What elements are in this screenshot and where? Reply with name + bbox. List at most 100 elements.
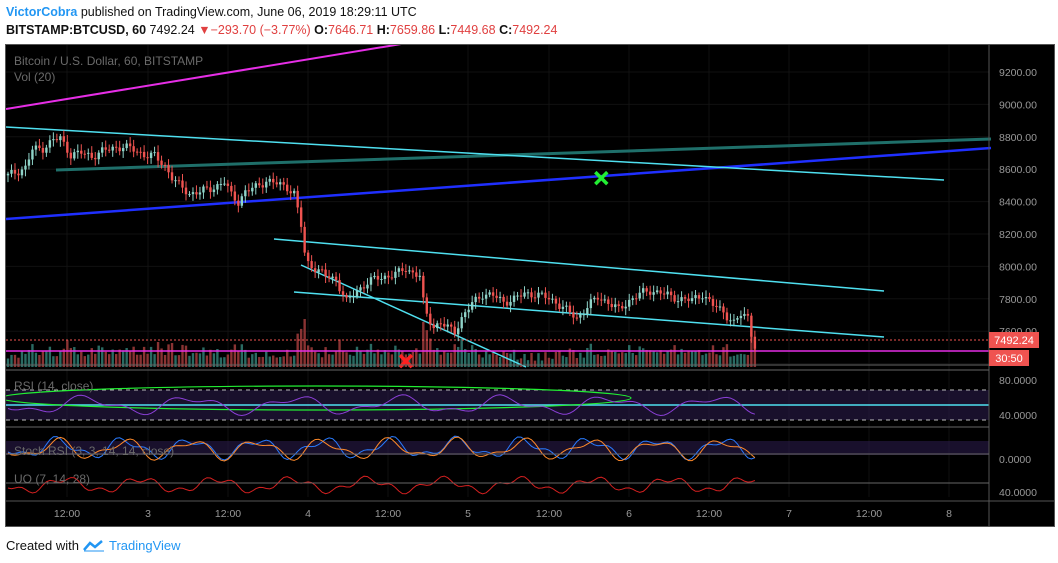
volume-bar	[690, 350, 694, 367]
candle-body	[725, 312, 729, 321]
candle-body	[593, 297, 596, 300]
volume-bar	[683, 352, 687, 367]
y-tick-label: 8800.00	[999, 132, 1037, 144]
volume-bar	[163, 354, 167, 367]
candle-body	[355, 290, 359, 297]
blue-trendline[interactable]	[5, 146, 992, 221]
author-name[interactable]: VictorCobra	[6, 5, 78, 19]
candle-body	[655, 290, 659, 293]
candle-body	[80, 150, 83, 154]
volume-bar	[34, 352, 38, 367]
volume-bar	[289, 356, 292, 367]
candle-body	[397, 268, 401, 272]
candle-body	[411, 270, 415, 273]
candle-body	[572, 312, 575, 318]
volume-bar	[149, 346, 153, 367]
chart-frame[interactable]: 9200.00 9000.00 8800.00 8600.00 8400.00 8200.…	[0, 34, 1055, 527]
volume-bar	[481, 357, 484, 367]
candle-body	[27, 159, 31, 166]
candle-body	[362, 287, 366, 289]
volume-bar	[648, 350, 652, 367]
volume-bar	[170, 342, 174, 367]
volume-bar	[579, 352, 582, 367]
volume-bar	[736, 354, 739, 367]
volume-bar	[114, 354, 118, 367]
candle-body	[373, 275, 376, 278]
candle-body	[607, 299, 610, 304]
volume-bar	[586, 347, 589, 367]
candle-body	[673, 295, 676, 302]
candle-body	[324, 269, 327, 277]
candle-body	[439, 323, 442, 325]
candle-body	[34, 145, 38, 150]
candle-body	[341, 291, 345, 295]
tradingview-brand[interactable]: TradingView	[108, 538, 181, 553]
cyan-channel-bottom[interactable]	[293, 291, 885, 338]
candle-body	[202, 186, 205, 193]
candle-body	[736, 318, 739, 320]
chart-svg[interactable]: 9200.00 9000.00 8800.00 8600.00 8400.00 8200.…	[0, 34, 1054, 526]
volume-bar	[181, 344, 184, 367]
volume-bar	[101, 347, 104, 367]
candle-body	[76, 150, 79, 153]
candle-body	[111, 146, 114, 151]
candle-body	[512, 295, 516, 302]
volume-bar	[55, 356, 59, 367]
volume-bar	[484, 351, 488, 367]
candle-body	[443, 323, 446, 327]
candle-body	[498, 296, 502, 298]
cyan-upper-trendline[interactable]	[5, 126, 945, 181]
volume-bar	[498, 357, 502, 367]
countdown-badge: 30:50	[995, 353, 1023, 365]
candle-body	[446, 324, 449, 327]
volume-bar	[593, 354, 596, 367]
close-value: 7492.24	[512, 23, 558, 37]
candle-body	[526, 292, 530, 294]
y-tick-label: 8200.00	[999, 229, 1037, 241]
candles	[6, 130, 757, 352]
trendlines[interactable]	[5, 34, 992, 368]
volume-bar	[687, 351, 690, 367]
candle-body	[432, 324, 435, 329]
candle-body	[739, 315, 743, 319]
high-value: 7659.86	[389, 23, 436, 37]
volume-bar	[645, 349, 648, 367]
volume-bar	[589, 343, 593, 367]
candle-body	[628, 299, 631, 307]
candle-body	[69, 152, 73, 159]
candle-body	[509, 301, 512, 306]
candle-body	[254, 183, 257, 188]
volume-bar	[286, 349, 289, 367]
volume-bar	[275, 357, 278, 367]
candle-body	[659, 290, 662, 294]
volume-bar	[711, 345, 715, 367]
volume-bar	[411, 351, 415, 367]
volume-bar	[90, 348, 93, 367]
candle-body	[244, 190, 247, 197]
symbol-label: BITSTAMP:BTCUSD, 60	[6, 23, 147, 37]
volume-bar	[390, 354, 394, 367]
candle-body	[24, 165, 27, 170]
open-label: O:	[314, 23, 329, 37]
volume-bar	[530, 352, 533, 367]
candle-body	[306, 252, 310, 262]
volume-bar	[722, 347, 725, 367]
teal-trendline[interactable]	[55, 137, 992, 172]
y-tick-label: 8000.00	[999, 261, 1037, 273]
volume-bar	[188, 355, 191, 367]
candle-body	[422, 275, 425, 298]
volume-bar	[694, 350, 697, 367]
volume-bar	[554, 351, 558, 367]
magenta-trendline[interactable]	[5, 34, 457, 110]
volume-bar	[652, 351, 655, 367]
cyan-channel-top[interactable]	[273, 238, 885, 292]
candle-body	[746, 313, 750, 316]
candle-body	[415, 272, 418, 277]
volume-bar	[425, 330, 428, 367]
candle-body	[596, 297, 600, 300]
candle-body	[732, 319, 736, 321]
volume-bar	[352, 355, 355, 367]
volume-bar	[617, 353, 620, 367]
candle-body	[617, 304, 620, 306]
volume-bar	[156, 342, 160, 367]
